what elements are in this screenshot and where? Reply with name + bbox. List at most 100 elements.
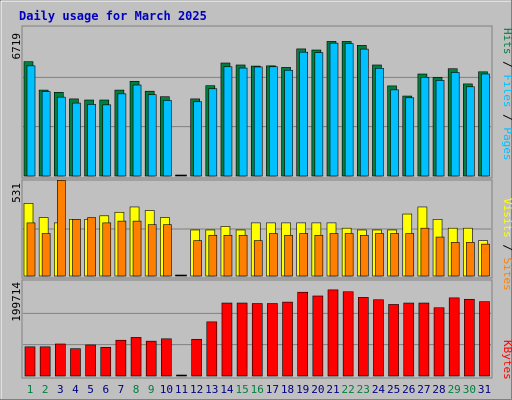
sites-bar bbox=[405, 233, 415, 277]
kbytes-bar bbox=[342, 291, 354, 377]
x-tick-label: 27 bbox=[417, 383, 430, 396]
kbytes-bar bbox=[357, 297, 369, 377]
kbytes-bar bbox=[70, 348, 81, 377]
kbytes-bar bbox=[403, 302, 415, 377]
kbytes-bar bbox=[191, 338, 202, 377]
files-bar bbox=[390, 89, 399, 177]
files-bar bbox=[450, 72, 460, 177]
x-tick-label: 18 bbox=[281, 383, 294, 396]
kbytes-bar bbox=[297, 291, 309, 377]
x-tick-label: 13 bbox=[205, 383, 218, 396]
kbytes-ymax-label: 199714 bbox=[10, 282, 23, 322]
legend-sites: Sites bbox=[501, 258, 512, 291]
sites-bar bbox=[253, 240, 263, 277]
x-tick-label: 15 bbox=[235, 383, 248, 396]
sites-bar bbox=[329, 233, 339, 277]
visits-ymax-label: 531 bbox=[10, 183, 23, 203]
visits-legend: Visits / Sites bbox=[501, 198, 512, 291]
x-axis-labels: 1 2 3 4 5 6 7 8 9 10 11 12 13 14 15 16 17 18 19 20 21 22 23 24 2… bbox=[27, 383, 491, 396]
files-bar bbox=[223, 66, 233, 177]
x-tick-label: 23 bbox=[357, 383, 370, 396]
x-tick-label: 6 bbox=[102, 383, 109, 396]
files-bar bbox=[253, 66, 263, 177]
sites-bar bbox=[314, 234, 324, 277]
files-bar bbox=[269, 66, 278, 177]
sites-bar bbox=[466, 242, 475, 277]
kbytes-bar bbox=[39, 346, 51, 377]
x-tick-label: 8 bbox=[133, 383, 140, 396]
legend-hits: Hits bbox=[501, 28, 512, 55]
files-bar bbox=[420, 77, 430, 177]
kbytes-bar bbox=[448, 297, 460, 377]
files-bar bbox=[117, 93, 127, 177]
kbytes-bar bbox=[130, 337, 142, 377]
files-bar bbox=[375, 67, 384, 177]
kbytes-bar-empty bbox=[176, 374, 187, 377]
files-bar bbox=[102, 104, 112, 177]
x-tick-label: 20 bbox=[311, 383, 324, 396]
sites-bar bbox=[238, 234, 248, 277]
sites-bar bbox=[56, 180, 66, 277]
kbytes-bar bbox=[100, 346, 112, 377]
sites-bar bbox=[390, 233, 399, 277]
kbytes-bar bbox=[206, 321, 218, 377]
x-tick-label: 4 bbox=[72, 383, 79, 396]
files-bar bbox=[147, 94, 157, 177]
kbytes-bar bbox=[418, 302, 430, 377]
files-bar bbox=[314, 52, 324, 177]
legend-files: Files bbox=[501, 74, 512, 107]
kbytes-bar bbox=[236, 302, 248, 377]
files-bar bbox=[238, 67, 248, 177]
sites-bar bbox=[41, 233, 51, 277]
x-tick-label: 7 bbox=[118, 383, 125, 396]
kbytes-bar bbox=[267, 303, 278, 377]
x-tick-label: 10 bbox=[160, 383, 173, 396]
files-bar bbox=[72, 102, 81, 177]
kbytes-bar bbox=[54, 343, 66, 377]
x-tick-label: 9 bbox=[148, 383, 155, 396]
kbytes-bar bbox=[85, 344, 96, 377]
files-bar bbox=[87, 104, 96, 177]
sites-bar bbox=[223, 234, 233, 277]
kbytes-bar bbox=[388, 304, 399, 377]
sites-bar bbox=[284, 234, 293, 277]
files-bar bbox=[344, 43, 354, 177]
hits-legend: Hits / Files / Pages bbox=[501, 28, 512, 161]
x-tick-label: 22 bbox=[342, 383, 355, 396]
legend-visits: Visits bbox=[501, 198, 512, 238]
files-bar bbox=[163, 100, 172, 177]
sites-bar bbox=[344, 233, 354, 277]
sites-bar bbox=[208, 234, 218, 277]
sites-bar bbox=[87, 217, 96, 277]
x-tick-label: 16 bbox=[251, 383, 264, 396]
sites-bar bbox=[117, 220, 127, 277]
sites-bar bbox=[299, 233, 309, 277]
x-tick-label: 19 bbox=[296, 383, 309, 396]
legend-separator: / bbox=[501, 55, 512, 75]
x-tick-label: 11 bbox=[175, 383, 188, 396]
kbytes-bar bbox=[221, 302, 233, 377]
hits-bar-empty bbox=[175, 174, 187, 177]
kbytes-bar bbox=[115, 339, 127, 377]
legend-separator: / bbox=[501, 238, 512, 258]
sites-bar bbox=[102, 222, 112, 277]
x-tick-label: 29 bbox=[448, 383, 461, 396]
kbytes-bar bbox=[373, 299, 384, 377]
sites-bar bbox=[481, 243, 490, 277]
kbytes-bar bbox=[282, 301, 293, 377]
kbytes-bar bbox=[161, 338, 172, 377]
kbytes-bar bbox=[327, 289, 339, 377]
kbytes-bar bbox=[145, 340, 157, 377]
x-tick-label: 3 bbox=[57, 383, 64, 396]
files-bar bbox=[132, 84, 142, 177]
files-bar bbox=[359, 48, 369, 177]
files-bar bbox=[466, 86, 475, 177]
legend-separator: / bbox=[501, 108, 512, 128]
sites-bar bbox=[163, 224, 172, 277]
files-bar bbox=[329, 42, 339, 177]
sites-bar bbox=[147, 224, 157, 277]
kbytes-bar bbox=[433, 307, 445, 377]
x-tick-label: 26 bbox=[402, 383, 415, 396]
